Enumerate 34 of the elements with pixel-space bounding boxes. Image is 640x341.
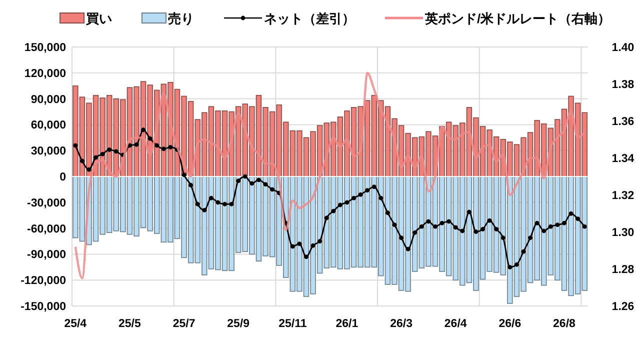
legend-label: 売り [168, 11, 194, 26]
y2-tick-label: 1.38 [612, 79, 635, 91]
y2-tick-label: 1.28 [612, 264, 635, 276]
y-tick-label: -150,000 [20, 301, 66, 313]
legend-label: 英ポンド/米ドルレート（右軸） [424, 11, 611, 26]
y2-tick-label: 1.40 [612, 42, 634, 54]
x-tick-label: 25/4 [64, 318, 88, 330]
y-tick-label: -90,000 [26, 249, 66, 262]
x-tick-label: 26/8 [553, 318, 576, 330]
y2-tick-label: 1.30 [612, 227, 634, 239]
x-tick-label: 25/11 [278, 318, 308, 330]
x-tick-label: 26/4 [444, 318, 468, 330]
y-tick-label: 150,000 [24, 42, 66, 54]
y-tick-label: -60,000 [26, 223, 66, 236]
y-tick-label: -30,000 [26, 197, 66, 210]
y2-tick-label: 1.32 [612, 190, 634, 202]
line-series [74, 72, 586, 280]
x-tick-label: 25/9 [227, 318, 250, 330]
x-tick-label: 26/1 [336, 318, 359, 330]
y-tick-label: 60,000 [30, 120, 66, 132]
legend-label: ネット（差引） [264, 11, 355, 26]
legend-label: 買い [85, 11, 112, 26]
y2-tick-label: 1.36 [612, 116, 634, 128]
y2-tick-label: 1.34 [612, 153, 635, 165]
x-tick-label: 25/5 [118, 318, 142, 330]
x-tick-label: 25/7 [172, 318, 196, 330]
y-tick-label: 90,000 [30, 94, 66, 106]
x-tick-label: 26/6 [498, 318, 522, 330]
y2-tick-label: 1.26 [612, 301, 634, 313]
y-tick-label: -120,000 [20, 275, 66, 288]
y-tick-label: 120,000 [24, 68, 66, 80]
y-tick-label: 30,000 [30, 146, 66, 158]
y-tick-label: 0 [60, 172, 66, 184]
x-tick-label: 26/3 [390, 318, 412, 330]
